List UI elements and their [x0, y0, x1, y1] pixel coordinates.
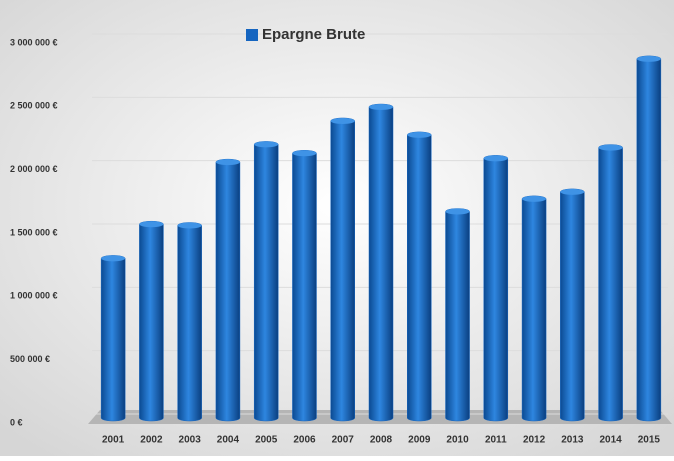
bar	[253, 141, 279, 422]
x-tick-label: 2001	[102, 435, 125, 446]
bar-top	[101, 255, 126, 262]
x-tick-label: 2011	[485, 435, 507, 446]
bar	[215, 158, 241, 422]
x-tick-label: 2012	[523, 435, 546, 446]
bar-top	[330, 117, 355, 124]
legend-swatch	[246, 29, 258, 41]
bar	[292, 150, 317, 422]
bar-top	[522, 195, 547, 202]
bar-top	[483, 155, 508, 162]
bar	[483, 155, 509, 422]
y-tick-label: 2 000 000 €	[10, 164, 58, 174]
y-tick-label: 1 000 000 €	[10, 291, 58, 301]
x-tick-label: 2015	[638, 435, 661, 446]
bar-top	[292, 150, 317, 157]
x-tick-label: 2002	[140, 435, 163, 446]
bar-top	[139, 221, 164, 228]
bar	[139, 220, 164, 422]
x-tick-label: 2008	[370, 435, 393, 446]
y-tick-label: 2 500 000 €	[10, 101, 58, 111]
x-tick-label: 2009	[408, 435, 431, 446]
x-tick-label: 2004	[217, 435, 240, 446]
bar-top	[445, 208, 470, 215]
y-tick-label: 0 €	[10, 417, 23, 427]
bar	[407, 131, 432, 422]
bar-top	[254, 141, 279, 148]
bar-top	[598, 144, 623, 151]
bar-top	[636, 55, 661, 62]
x-tick-label: 2007	[332, 435, 355, 446]
x-tick-label: 2006	[293, 435, 316, 446]
bar	[177, 222, 202, 422]
x-tick-label: 2014	[599, 435, 622, 446]
bar-top	[407, 131, 432, 138]
bar-top	[369, 104, 393, 111]
bar	[560, 188, 585, 422]
x-tick-label: 2005	[255, 435, 278, 446]
x-tick-label: 2003	[179, 435, 202, 446]
bar	[636, 55, 662, 422]
bar	[330, 117, 355, 422]
bar	[368, 103, 394, 422]
y-tick-label: 1 500 000 €	[10, 227, 58, 237]
bar-top	[560, 188, 585, 195]
bar-top	[215, 159, 240, 166]
bar	[445, 208, 470, 422]
bar	[100, 255, 126, 422]
bar	[521, 195, 547, 422]
y-tick-label: 500 000 €	[10, 354, 50, 364]
bar-top	[177, 222, 202, 229]
x-tick-label: 2013	[561, 435, 584, 446]
bar	[598, 144, 623, 422]
legend-label: Epargne Brute	[262, 26, 365, 43]
x-tick-label: 2010	[446, 435, 469, 446]
y-tick-label: 3 000 000 €	[10, 37, 58, 47]
